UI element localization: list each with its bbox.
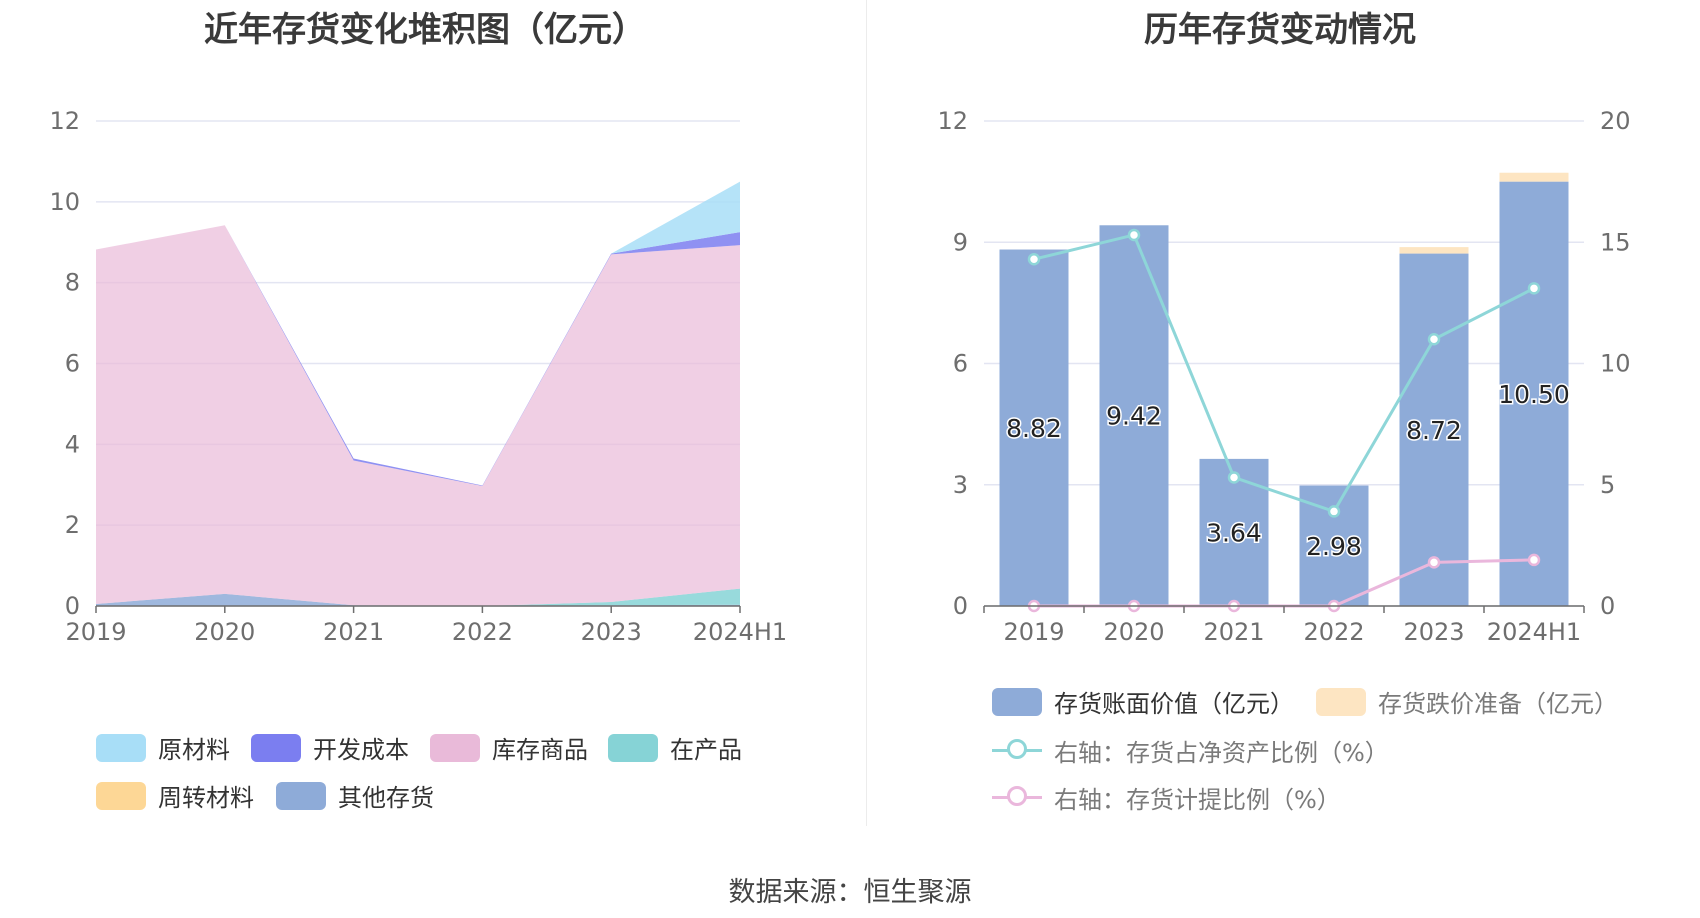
bar-value-label: 3.64 (1206, 518, 1262, 547)
area-其他存货 (96, 593, 740, 606)
legend-item-raw-materials[interactable]: 原材料 (96, 730, 230, 765)
legend-item-provision-ratio[interactable]: 右轴：存货计提比例（%） (992, 780, 1341, 815)
area-在产品 (96, 588, 740, 606)
x-tick-label: 2019 (65, 618, 126, 646)
y-tick-label: 0 (65, 592, 80, 620)
legend-label: 库存商品 (492, 736, 588, 764)
x-tick-label: 2023 (1403, 618, 1464, 646)
bar-value-label: 8.82 (1006, 414, 1062, 443)
bar-value-label: 2.98 (1306, 532, 1362, 561)
legend-swatch (992, 687, 1042, 716)
line-point (1527, 282, 1541, 295)
bar-存货账面价值（亿元）-2019 (999, 249, 1069, 606)
x-tick-label: 2020 (194, 618, 255, 646)
line-point (1327, 505, 1341, 518)
y-tick-label: 9 (953, 228, 968, 256)
line-右轴：存货占净资产比例（%） (1033, 233, 1535, 514)
legend-swatch (1316, 687, 1366, 716)
bar-存货账面价值（亿元）-2023 (1399, 253, 1469, 607)
y2-tick-label: 0 (1600, 592, 1615, 620)
legend-item-work-in-progress[interactable]: 在产品 (608, 730, 742, 765)
legend-swatch (992, 737, 1042, 765)
y2-tick-label: 10 (1600, 350, 1631, 378)
legend-item-book-value[interactable]: 存货账面价值（亿元） (992, 684, 1294, 719)
line-point (1127, 228, 1141, 242)
legend-label: 周转材料 (158, 784, 254, 812)
y-tick-label: 6 (65, 350, 80, 378)
y-tick-label: 4 (65, 430, 80, 458)
x-tick-label: 2021 (1203, 618, 1264, 646)
legend-swatch (608, 733, 658, 762)
legend-label: 开发成本 (313, 736, 409, 764)
legend-label: 右轴：存货计提比例（%） (1054, 786, 1341, 814)
bar-value-label: 10.50 (1498, 380, 1570, 409)
legend-item-net-asset-ratio[interactable]: 右轴：存货占净资产比例（%） (992, 733, 1389, 768)
x-tick-label: 2024H1 (693, 618, 787, 646)
line-point (1427, 556, 1441, 569)
legend-label: 其他存货 (338, 784, 434, 812)
y-tick-label: 6 (953, 350, 968, 378)
legend-item-development-cost[interactable]: 开发成本 (251, 730, 409, 765)
legend-label: 存货账面价值（亿元） (1054, 690, 1294, 718)
x-tick-label: 2024H1 (1487, 618, 1581, 646)
y-tick-label: 2 (65, 511, 80, 539)
bar-value-label: 9.42 (1106, 402, 1162, 431)
y-tick-label: 0 (953, 592, 968, 620)
bar-存货跌价准备（亿元）-2024H1 (1499, 172, 1569, 182)
legend-label: 存货跌价准备（亿元） (1378, 690, 1618, 718)
x-tick-label: 2023 (581, 618, 642, 646)
legend-swatch (96, 781, 146, 810)
legend-item-impairment[interactable]: 存货跌价准备（亿元） (1316, 684, 1618, 719)
x-tick-label: 2019 (1003, 618, 1064, 646)
line-point (1527, 553, 1541, 567)
y-tick-label: 12 (49, 107, 80, 135)
right-chart-title: 历年存货变动情况 (1144, 10, 1416, 50)
x-tick-label: 2020 (1103, 618, 1164, 646)
panel-divider (866, 0, 867, 826)
legend-label: 右轴：存货占净资产比例（%） (1054, 739, 1389, 767)
bar-存货账面价值（亿元）-2024H1 (1499, 181, 1569, 606)
x-tick-label: 2021 (323, 618, 384, 646)
y-tick-label: 10 (49, 188, 80, 216)
y2-tick-label: 20 (1600, 107, 1631, 135)
x-tick-label: 2022 (1303, 618, 1364, 646)
legend-swatch (992, 784, 1042, 812)
y2-tick-label: 5 (1600, 471, 1615, 499)
legend-swatch (276, 781, 326, 810)
y-tick-label: 12 (937, 107, 968, 135)
bar-value-label: 8.72 (1406, 416, 1462, 445)
legend-item-turnover-materials[interactable]: 周转材料 (96, 778, 254, 813)
area-库存商品 (96, 225, 740, 606)
line-point (1227, 471, 1241, 484)
legend-swatch (96, 733, 146, 762)
legend-swatch (251, 733, 301, 762)
y-tick-label: 8 (65, 269, 80, 297)
legend-label: 原材料 (158, 736, 230, 764)
y2-tick-label: 15 (1600, 228, 1631, 256)
bar-line-chart: 0 3 6 9 12 0 5 10 15 20 8.82 9.42 3.64 2.98 8.72 10.50 2… (937, 107, 1631, 646)
data-source-note: 数据来源：恒生聚源 (728, 877, 972, 908)
y-tick-label: 3 (953, 471, 968, 499)
stacked-area-chart: 0 2 4 6 8 10 12 2019 2020 2021 2022 2023 2024H1 (49, 107, 787, 646)
left-chart-title: 近年存货变化堆积图（亿元） (204, 10, 646, 50)
line-point (1027, 252, 1041, 266)
legend-item-finished-goods[interactable]: 库存商品 (430, 730, 588, 765)
legend-label: 在产品 (670, 736, 742, 764)
legend-item-other-inventory[interactable]: 其他存货 (276, 778, 434, 813)
legend-swatch (430, 733, 480, 762)
x-tick-label: 2022 (452, 618, 513, 646)
bar-存货跌价准备（亿元）-2023 (1399, 247, 1469, 254)
line-point (1427, 333, 1441, 346)
